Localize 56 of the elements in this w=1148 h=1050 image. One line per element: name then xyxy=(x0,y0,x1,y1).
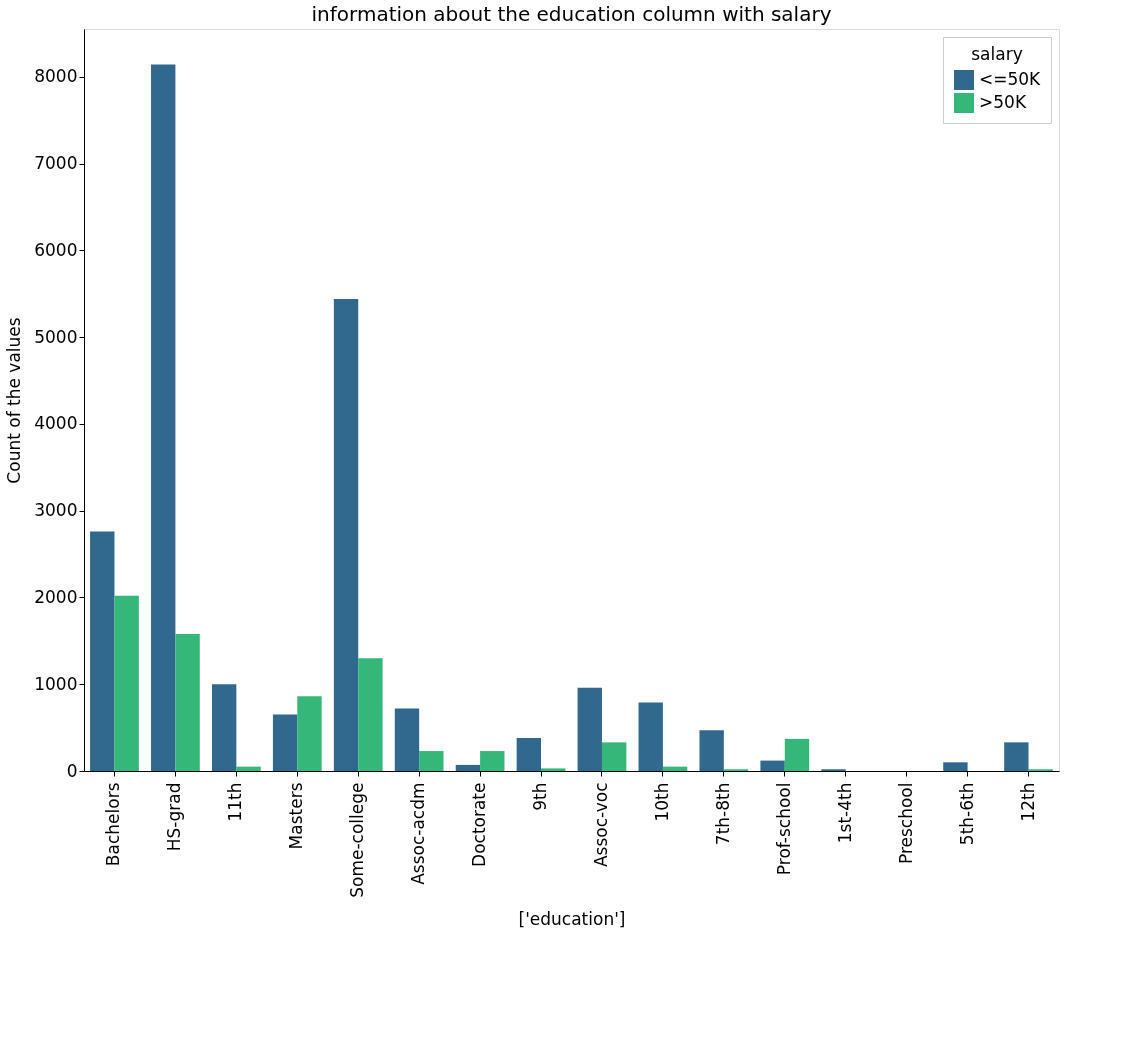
legend-title: salary xyxy=(971,44,1023,64)
bar xyxy=(272,714,298,771)
x-tick-label: Some-college xyxy=(347,782,368,898)
x-tick-label: Masters xyxy=(286,782,307,850)
x-tick-label: 11th xyxy=(225,782,246,822)
bar xyxy=(211,684,237,771)
bar xyxy=(943,762,968,771)
x-tick-label: Prof-school xyxy=(773,782,794,876)
y-tick-label: 6000 xyxy=(34,239,78,260)
x-tick-label: HS-grad xyxy=(164,782,185,852)
bar xyxy=(333,298,359,771)
bar xyxy=(638,702,663,771)
legend-label: <=50K xyxy=(979,69,1042,89)
y-tick-label: 3000 xyxy=(34,500,78,521)
chart-title: information about the education column with salary xyxy=(311,2,832,26)
bar xyxy=(358,658,383,771)
x-tick-label: 1st-4th xyxy=(834,782,855,844)
x-tick-label: 10th xyxy=(651,782,672,822)
y-tick-label: 0 xyxy=(66,760,78,781)
bar xyxy=(760,760,785,771)
bar xyxy=(455,764,481,771)
bar xyxy=(175,633,200,771)
bar xyxy=(541,768,566,771)
x-tick-label: 5th-6th xyxy=(956,782,977,846)
legend-label: >50K xyxy=(979,92,1027,112)
bar xyxy=(480,751,505,771)
bar xyxy=(601,742,627,771)
bar xyxy=(577,687,602,771)
x-tick-label: Assoc-acdm xyxy=(408,782,429,885)
x-tick-label: Assoc-voc xyxy=(590,782,611,868)
bar xyxy=(1004,742,1029,771)
y-tick-label: 1000 xyxy=(34,673,78,694)
x-axis-title: ['education'] xyxy=(518,908,626,929)
bar xyxy=(662,766,688,771)
x-tick-label: 7th-8th xyxy=(712,782,733,846)
bar xyxy=(236,766,261,771)
bar xyxy=(90,531,115,771)
bar xyxy=(699,730,724,771)
bar xyxy=(394,708,420,771)
y-tick-label: 8000 xyxy=(34,66,78,87)
y-tick-label: 5000 xyxy=(34,326,78,347)
x-tick-label: Preschool xyxy=(895,782,916,865)
y-axis-title: Count of the values xyxy=(4,317,25,484)
bar xyxy=(151,64,176,771)
x-tick-label: Bachelors xyxy=(103,782,124,867)
x-tick-label: 9th xyxy=(530,782,551,811)
bar xyxy=(784,738,810,771)
y-tick-label: 4000 xyxy=(34,413,78,434)
x-tick-label: Doctorate xyxy=(469,782,490,867)
x-tick-label: 12th xyxy=(1017,782,1038,822)
bar xyxy=(516,738,542,771)
bar xyxy=(114,595,139,771)
y-tick-label: 2000 xyxy=(34,586,78,607)
bar xyxy=(297,696,322,771)
bar xyxy=(419,751,444,771)
y-tick-label: 7000 xyxy=(34,153,78,174)
